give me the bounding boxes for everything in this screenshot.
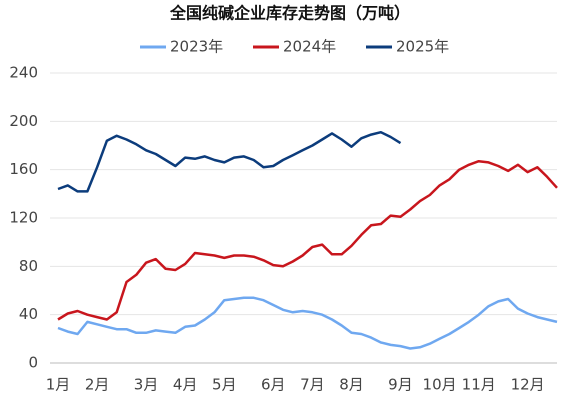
series-line <box>57 159 558 321</box>
legend-label: 2025年 <box>396 38 449 56</box>
y-tick-label: 40 <box>19 305 38 323</box>
x-tick-label: 7月 <box>300 376 325 394</box>
legend-label: 2024年 <box>283 38 336 56</box>
x-tick-label: 5月 <box>212 376 237 394</box>
series-line <box>57 130 402 193</box>
x-tick-label: 10月 <box>423 376 457 394</box>
x-tick-label: 9月 <box>388 376 413 394</box>
x-tick-label: 3月 <box>134 376 159 394</box>
x-tick-label: 6月 <box>261 376 286 394</box>
legend-label: 2023年 <box>170 38 223 56</box>
chart-title: 全国纯碱企业库存走势图（万吨） <box>169 4 410 23</box>
x-tick-label: 8月 <box>339 376 364 394</box>
x-tick-label: 11月 <box>462 376 496 394</box>
series-line <box>57 296 558 350</box>
x-tick-label: 1月 <box>46 376 71 394</box>
y-tick-label: 120 <box>9 209 38 227</box>
y-tick-label: 200 <box>9 112 38 130</box>
x-tick-label: 4月 <box>173 376 198 394</box>
x-tick-label: 2月 <box>85 376 110 394</box>
y-tick-label: 160 <box>9 160 38 178</box>
y-tick-label: 0 <box>28 354 38 372</box>
x-tick-label: 12月 <box>511 376 545 394</box>
y-tick-label: 80 <box>19 257 38 275</box>
y-tick-label: 240 <box>9 64 38 82</box>
